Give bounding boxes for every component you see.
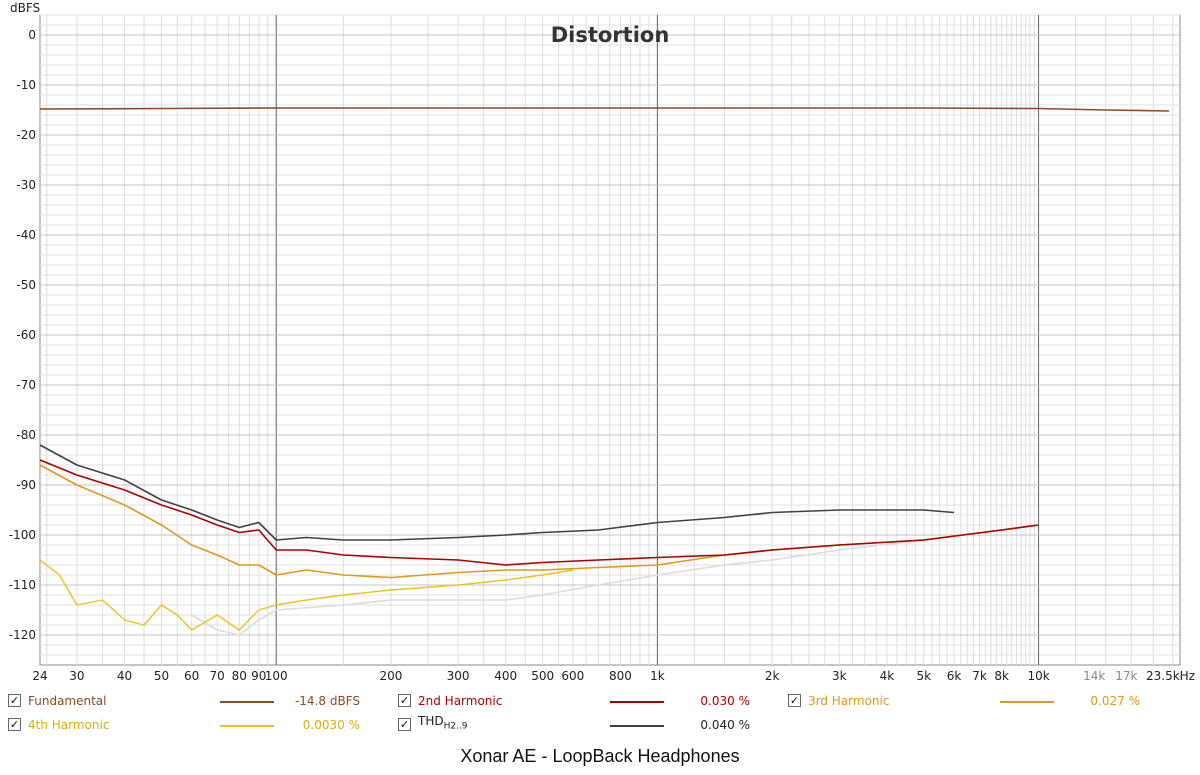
series-line-h2 (39, 459, 1039, 566)
x-tick-label: 300 (447, 669, 470, 683)
x-tick-label: 40 (117, 669, 132, 683)
legend-label: 4th Harmonic (28, 718, 110, 732)
legend-value: 0.027 % (1090, 694, 1140, 708)
series-line-fundamental (39, 107, 1170, 112)
y-tick-label: -120 (9, 628, 36, 642)
legend-value: 0.040 % (700, 718, 750, 732)
y-tick-label: -40 (16, 228, 36, 242)
x-tick-label: 10k (1027, 669, 1049, 683)
series-layer (39, 107, 1170, 636)
y-axis-ticks: 0 -10 -20 -30 -40 -50 -60 -70 -80 -90 -100 -110 -120 (9, 28, 36, 642)
y-tick-label: -20 (16, 128, 36, 142)
legend-label: THDH2..9 (418, 714, 468, 732)
minor-grid (40, 14, 1180, 665)
x-tick-label: 23.5kHz (1146, 669, 1195, 683)
x-tick-label: 60 (184, 669, 199, 683)
x-tick-label: 24 (32, 669, 47, 683)
y-tick-label: -10 (16, 78, 36, 92)
major-grid (40, 15, 1180, 665)
y-tick-label: 0 (28, 28, 36, 42)
legend-value: -14.8 dBFS (294, 694, 360, 708)
y-tick-label: -30 (16, 178, 36, 192)
fundamental-checkbox[interactable]: ✓ (8, 694, 21, 707)
legend-swatch (610, 725, 664, 727)
y-tick-label: -110 (9, 578, 36, 592)
x-tick-label: 800 (609, 669, 632, 683)
x-tick-label: 90 (251, 669, 266, 683)
x-tick-label: 100 (265, 669, 288, 683)
y-tick-label: -70 (16, 378, 36, 392)
y-tick-label: -50 (16, 278, 36, 292)
legend-swatch (610, 701, 664, 703)
x-tick-label: 1k (650, 669, 665, 683)
x-tick-label: 400 (494, 669, 517, 683)
x-tick-label: 200 (380, 669, 403, 683)
legend-label: 3rd Harmonic (808, 694, 890, 708)
y-tick-label: -90 (16, 478, 36, 492)
legend-value: 0.0030 % (302, 718, 360, 732)
distortion-chart: 0 -10 -20 -30 -40 -50 -60 -70 -80 -90 -100 -110 -120… (9, 1, 1195, 683)
x-tick-label: 8k (994, 669, 1009, 683)
x-tick-label: 70 (210, 669, 225, 683)
y-axis-label: dBFS (10, 1, 40, 15)
legend-value: 0.030 % (700, 694, 750, 708)
x-tick-label: 14k (1083, 669, 1105, 683)
x-tick-label: 80 (232, 669, 247, 683)
legend-swatch (1000, 701, 1054, 703)
x-tick-label: 3k (832, 669, 847, 683)
y-tick-label: -60 (16, 328, 36, 342)
chart-caption: Xonar AE - LoopBack Headphones (460, 746, 740, 766)
2nd-harmonic-checkbox[interactable]: ✓ (398, 694, 411, 707)
x-tick-label: 7k (972, 669, 987, 683)
x-tick-label: 50 (154, 669, 169, 683)
y-tick-label: -100 (9, 528, 36, 542)
legend-label: Fundamental (28, 694, 107, 708)
thd-subscript: H2..9 (443, 721, 468, 732)
3rd-harmonic-checkbox[interactable]: ✓ (788, 694, 801, 707)
x-tick-label: 4k (880, 669, 895, 683)
series-line-thd (39, 444, 955, 541)
legend-swatch (220, 725, 274, 727)
series-line-h4 (39, 559, 573, 631)
4th-harmonic-checkbox[interactable]: ✓ (8, 718, 21, 731)
legend-label: 2nd Harmonic (418, 694, 503, 708)
legend-swatch (220, 701, 274, 703)
chart-title: Distortion (551, 23, 670, 47)
series-line-h5 (191, 524, 1039, 636)
x-tick-label: 500 (531, 669, 554, 683)
x-tick-label: 600 (561, 669, 584, 683)
x-tick-label: 17k (1115, 669, 1137, 683)
x-tick-label: 2k (765, 669, 780, 683)
x-tick-label: 5k (917, 669, 932, 683)
x-tick-label: 30 (69, 669, 84, 683)
thd-checkbox[interactable]: ✓ (398, 718, 411, 731)
x-tick-label: 6k (947, 669, 962, 683)
y-tick-label: -80 (16, 428, 36, 442)
